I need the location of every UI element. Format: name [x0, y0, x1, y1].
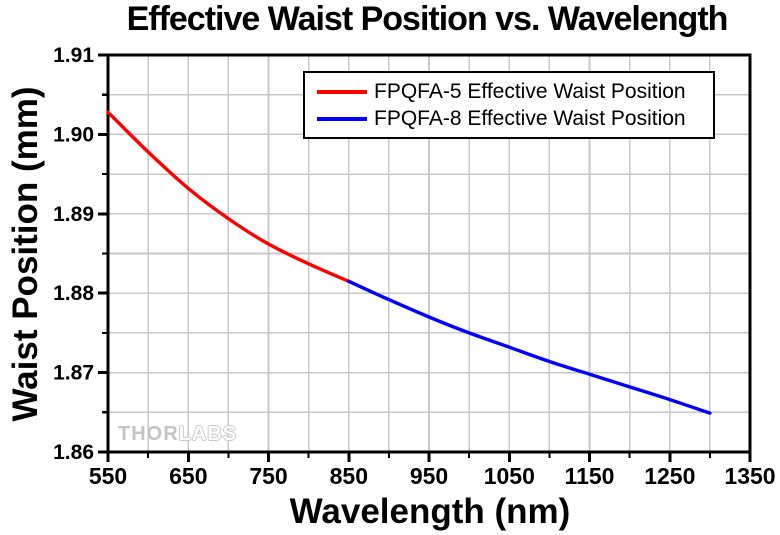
legend-label: FPQFA-8 Effective Waist Position [374, 106, 686, 130]
x-tick-label: 750 [249, 463, 287, 489]
x-tick-label: 1350 [724, 463, 775, 489]
legend-item-fpqfa-5: FPQFA-5 Effective Waist Position [317, 79, 713, 103]
x-axis-title: Wavelength (nm) [289, 492, 571, 531]
x-tick-label: 1250 [644, 463, 695, 489]
x-tick-label: 1050 [484, 463, 535, 489]
y-tick-label: 1.86 [53, 441, 94, 464]
y-tick-label: 1.90 [53, 123, 94, 146]
x-tick-label: 650 [169, 463, 207, 489]
legend-line-sample-red [317, 89, 367, 94]
y-tick-label: 1.91 [53, 44, 94, 67]
series-line-fpqfa-8 [347, 279, 712, 415]
thorlabs-watermark: THORLABS [118, 423, 237, 446]
y-axis-title: Waist Position (mm) [6, 86, 45, 422]
watermark-thor: THOR [118, 423, 179, 445]
y-tick-label: 1.89 [53, 203, 94, 226]
legend-label: FPQFA-5 Effective Waist Position [374, 79, 686, 103]
plot-frame [106, 53, 752, 454]
x-tick-label: 850 [330, 463, 368, 489]
x-tick-label: 950 [410, 463, 448, 489]
series-line-fpqfa-5 [106, 110, 351, 283]
legend-item-fpqfa-8: FPQFA-8 Effective Waist Position [317, 106, 713, 130]
y-tick-label: 1.88 [53, 282, 94, 305]
y-tick-label: 1.87 [53, 362, 94, 385]
legend-line-sample-blue [317, 116, 367, 121]
watermark-labs: LABS [178, 423, 238, 445]
x-tick-label: 550 [89, 463, 127, 489]
chart-title: Effective Waist Position vs. Wavelength [126, 0, 729, 38]
x-tick-label: 1150 [565, 463, 615, 489]
legend-box: FPQFA-5 Effective Waist Position FPQFA-8… [303, 71, 715, 139]
